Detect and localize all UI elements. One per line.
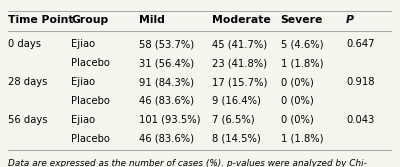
Text: 0 (0%): 0 (0%) (281, 77, 313, 87)
Text: 58 (53.7%): 58 (53.7%) (138, 39, 194, 49)
Text: 0.043: 0.043 (346, 115, 374, 125)
Text: Group: Group (71, 15, 109, 25)
Text: 46 (83.6%): 46 (83.6%) (138, 96, 194, 106)
Text: 0.647: 0.647 (346, 39, 374, 49)
Text: Ejiao: Ejiao (71, 115, 96, 125)
Text: 45 (41.7%): 45 (41.7%) (212, 39, 267, 49)
Text: 8 (14.5%): 8 (14.5%) (212, 134, 260, 144)
Text: Data are expressed as the number of cases (%). p-values were analyzed by Chi-
sq: Data are expressed as the number of case… (8, 159, 367, 167)
Text: Ejiao: Ejiao (71, 39, 96, 49)
Text: 46 (83.6%): 46 (83.6%) (138, 134, 194, 144)
Text: Placebo: Placebo (71, 58, 110, 68)
Text: 17 (15.7%): 17 (15.7%) (212, 77, 267, 87)
Text: 28 days: 28 days (8, 77, 47, 87)
Text: Time Point: Time Point (8, 15, 74, 25)
Text: Ejiao: Ejiao (71, 77, 96, 87)
Text: Moderate: Moderate (212, 15, 270, 25)
Text: 0 (0%): 0 (0%) (281, 96, 313, 106)
Text: 1 (1.8%): 1 (1.8%) (281, 134, 323, 144)
Text: 1 (1.8%): 1 (1.8%) (281, 58, 323, 68)
Text: 7 (6.5%): 7 (6.5%) (212, 115, 254, 125)
Text: 101 (93.5%): 101 (93.5%) (138, 115, 200, 125)
Text: 5 (4.6%): 5 (4.6%) (281, 39, 323, 49)
Text: 0 (0%): 0 (0%) (281, 115, 313, 125)
Text: 91 (84.3%): 91 (84.3%) (138, 77, 194, 87)
Text: 23 (41.8%): 23 (41.8%) (212, 58, 266, 68)
Text: 9 (16.4%): 9 (16.4%) (212, 96, 260, 106)
Text: 0 days: 0 days (8, 39, 41, 49)
Text: 31 (56.4%): 31 (56.4%) (138, 58, 194, 68)
Text: Placebo: Placebo (71, 134, 110, 144)
Text: 0.918: 0.918 (346, 77, 374, 87)
Text: Placebo: Placebo (71, 96, 110, 106)
Text: P: P (346, 15, 354, 25)
Text: Severe: Severe (281, 15, 323, 25)
Text: 56 days: 56 days (8, 115, 48, 125)
Text: Mild: Mild (138, 15, 164, 25)
